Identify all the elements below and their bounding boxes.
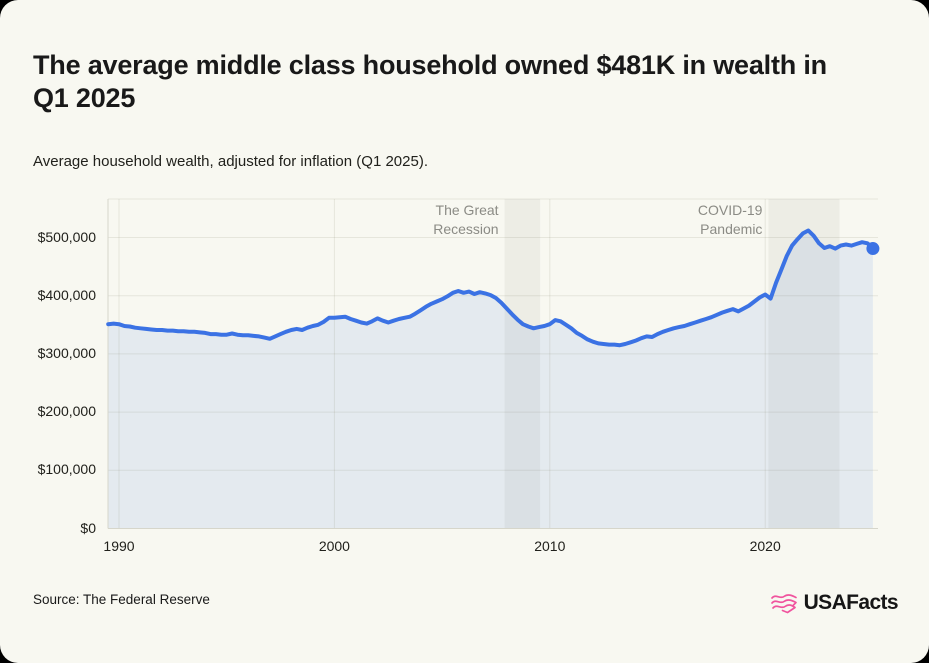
area-fill: [108, 230, 873, 529]
chart-subtitle: Average household wealth, adjusted for i…: [33, 153, 428, 170]
source-text: Source: The Federal Reserve: [33, 592, 210, 607]
end-point-dot: [866, 242, 880, 256]
usafacts-flag-icon: [770, 594, 797, 614]
wealth-line: [106, 228, 875, 348]
page-title: The average middle class household owned…: [33, 49, 893, 115]
page-title-line-2: Q1 2025: [33, 83, 136, 113]
event-band: [504, 199, 541, 529]
page-title-line-1: The average middle class household owned…: [33, 50, 827, 80]
usafacts-logo: USAFacts: [770, 591, 899, 615]
event-band: [768, 199, 840, 529]
usafacts-logo-text: USAFacts: [803, 591, 899, 614]
